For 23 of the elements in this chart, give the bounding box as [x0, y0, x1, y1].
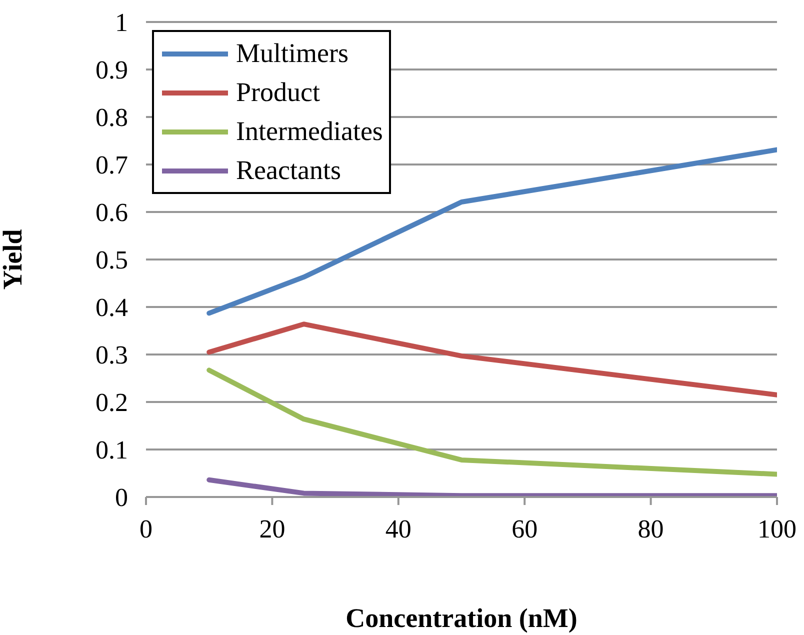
y-tick-label: 0.8: [96, 103, 128, 132]
x-tick-label: 20: [259, 514, 286, 544]
y-tick-label: 0.4: [96, 293, 128, 322]
y-tick-label: 0.7: [96, 150, 128, 180]
legend-label: Reactants: [236, 155, 341, 186]
x-tick-label: 60: [512, 514, 538, 544]
y-tick-label: 0.9: [96, 56, 128, 85]
y-tick-label: 0.3: [96, 340, 128, 370]
x-tick-label: 0: [140, 514, 152, 544]
y-tick-label: 1: [115, 8, 128, 38]
y-tick-label: 0.1: [96, 436, 128, 465]
y-axis-title: Yield: [0, 229, 28, 290]
x-tick-label: 40: [385, 514, 412, 544]
y-tick-label: 0.2: [96, 388, 128, 418]
y-tick-label: 0.6: [96, 198, 128, 228]
legend-label: Multimers: [236, 38, 348, 69]
y-tick-label: 0: [115, 483, 128, 512]
x-axis-title: Concentration (nM): [346, 603, 578, 633]
legend-label: Product: [236, 77, 320, 108]
legend-label: Intermediates: [236, 116, 383, 147]
y-tick-label: 0.5: [96, 246, 128, 275]
x-tick-label: 100: [758, 514, 796, 544]
x-tick-label: 80: [638, 514, 664, 544]
